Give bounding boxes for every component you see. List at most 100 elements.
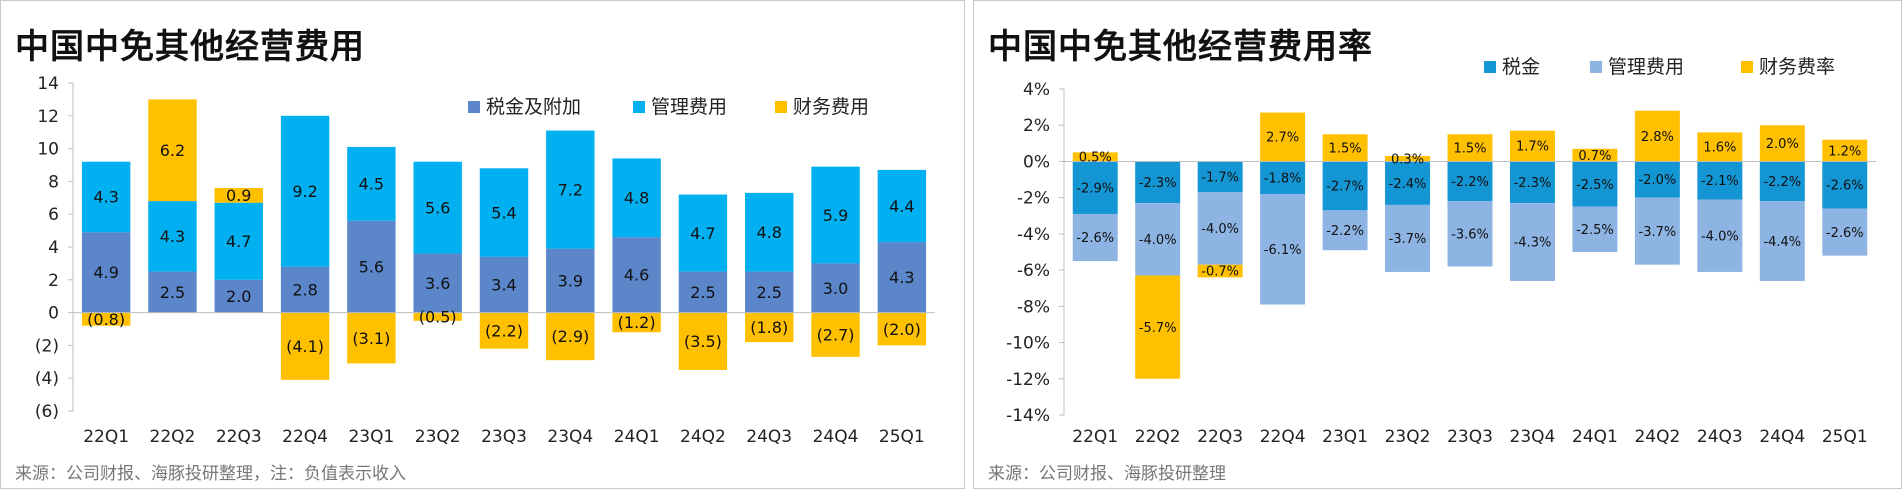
legend-swatch-tax xyxy=(1484,61,1496,73)
bar-tax xyxy=(1697,161,1743,200)
bar-tax xyxy=(877,242,927,313)
y-tick-label: 4% xyxy=(1023,80,1050,100)
bar-management xyxy=(347,146,396,221)
y-tick-label: -12% xyxy=(1006,370,1050,390)
y-tick-label: 4 xyxy=(48,238,59,258)
data-label: (0.8) xyxy=(87,310,125,329)
data-label: 4.7 xyxy=(226,232,251,251)
data-label: -2.4% xyxy=(1389,177,1427,192)
data-label: -3.7% xyxy=(1639,225,1677,240)
data-label: -4.3% xyxy=(1514,236,1552,251)
data-label: -4.0% xyxy=(1201,222,1239,237)
data-label: -2.5% xyxy=(1576,178,1614,193)
bar-finance xyxy=(1822,139,1868,162)
bar-finance xyxy=(1197,264,1243,278)
legend-swatch-management xyxy=(1590,61,1602,73)
data-label: 4.8 xyxy=(624,189,649,208)
data-label: 2.0% xyxy=(1766,137,1799,152)
data-label: -2.2% xyxy=(1763,175,1801,190)
data-label: (1.2) xyxy=(618,313,656,332)
legend-label-finance: 财务费用 xyxy=(793,96,869,118)
bar-finance xyxy=(745,312,794,343)
bar-tax xyxy=(1572,161,1618,207)
legend-label-tax: 税金 xyxy=(1502,56,1540,78)
bar-tax xyxy=(1197,161,1243,193)
data-label: (2.9) xyxy=(551,327,589,346)
x-tick-label: 23Q1 xyxy=(1322,427,1368,447)
bar-finance xyxy=(811,312,860,357)
data-label: -2.5% xyxy=(1576,223,1614,238)
bar-finance xyxy=(479,312,529,349)
legend-label-management: 管理费用 xyxy=(651,96,727,118)
bar-finance xyxy=(1260,112,1306,162)
y-tick-label: 14 xyxy=(37,74,59,94)
data-label: 7.2 xyxy=(558,180,583,199)
data-label: -1.8% xyxy=(1264,171,1302,186)
y-tick-label: (4) xyxy=(35,369,59,389)
left-chart-source: 来源：公司财报、海豚投研整理，注：负值表示收入 xyxy=(15,464,406,484)
data-label: 2.7% xyxy=(1266,131,1299,146)
bar-management xyxy=(1822,208,1868,256)
data-label: -5.7% xyxy=(1139,321,1177,336)
bar-management xyxy=(1385,204,1431,272)
data-label: -3.7% xyxy=(1389,232,1427,247)
data-label: -1.7% xyxy=(1201,171,1239,186)
x-tick-label: 23Q2 xyxy=(415,427,461,447)
data-label: -3.6% xyxy=(1451,228,1489,243)
y-tick-label: 0 xyxy=(48,304,59,324)
data-label: 4.3 xyxy=(160,227,185,246)
bar-finance xyxy=(1447,134,1493,162)
bar-management xyxy=(745,192,794,272)
bar-tax xyxy=(612,237,661,313)
data-label: -2.2% xyxy=(1451,175,1489,190)
bar-tax xyxy=(1072,161,1118,214)
data-label: (3.1) xyxy=(352,329,390,348)
x-tick-label: 23Q1 xyxy=(348,427,394,447)
y-tick-label: -10% xyxy=(1006,334,1050,354)
left-chart-panel: 中国中免其他经营费用 14 12 10 8 6 4 2 0 (2) (4) (6) 22Q1 22Q2 2… xyxy=(0,0,965,489)
data-label: 4.3 xyxy=(889,268,914,287)
data-label: 3.0 xyxy=(823,279,848,298)
bar-management xyxy=(1634,197,1680,265)
right-chart-title: 中国中免其他经营费用率 xyxy=(988,27,1373,67)
x-tick-label: 25Q1 xyxy=(879,427,925,447)
data-label: 3.4 xyxy=(491,275,516,294)
bar-management xyxy=(479,168,529,257)
data-label: (3.5) xyxy=(684,332,722,351)
bar-management xyxy=(148,201,197,272)
data-label: -2.2% xyxy=(1326,224,1364,239)
data-label: -2.6% xyxy=(1826,179,1864,194)
data-label: 0.5% xyxy=(1079,151,1112,166)
data-label: 4.4 xyxy=(889,197,914,216)
bar-tax xyxy=(413,253,462,313)
bar-finance xyxy=(612,312,661,333)
bar-management xyxy=(1135,203,1181,276)
bar-finance xyxy=(1322,134,1368,162)
bar-management xyxy=(877,169,927,243)
bar-management xyxy=(1697,199,1743,272)
bar-finance xyxy=(1509,130,1555,162)
bar-management xyxy=(1572,206,1618,252)
y-tick-label: (6) xyxy=(35,402,59,422)
legend-label-finance: 财务费率 xyxy=(1759,56,1835,78)
data-label: -4.4% xyxy=(1763,235,1801,250)
bar-management xyxy=(280,115,330,267)
legend-swatch-management xyxy=(633,101,645,113)
bar-tax xyxy=(1447,161,1493,202)
data-label: -4.0% xyxy=(1701,229,1739,244)
right-chart-svg: 4% 2% 0% -2% -4% -6% -8% -10% -12% -14% 22Q1 22Q2 22… xyxy=(1006,56,1876,447)
data-label: 3.9 xyxy=(558,271,583,290)
bar-tax xyxy=(1634,161,1680,198)
data-label: 4.3 xyxy=(93,188,118,207)
legend-label-management: 管理费用 xyxy=(1608,56,1684,78)
x-tick-label: 22Q4 xyxy=(282,427,328,447)
data-label: 0.9 xyxy=(226,186,251,205)
bar-tax xyxy=(148,271,197,313)
bar-tax xyxy=(546,248,595,313)
bar-management xyxy=(1072,213,1118,262)
x-tick-label: 24Q1 xyxy=(614,427,660,447)
x-tick-label: 25Q1 xyxy=(1822,427,1868,447)
bar-finance xyxy=(214,187,263,203)
bar-tax xyxy=(678,271,728,313)
bar-management xyxy=(612,158,661,238)
